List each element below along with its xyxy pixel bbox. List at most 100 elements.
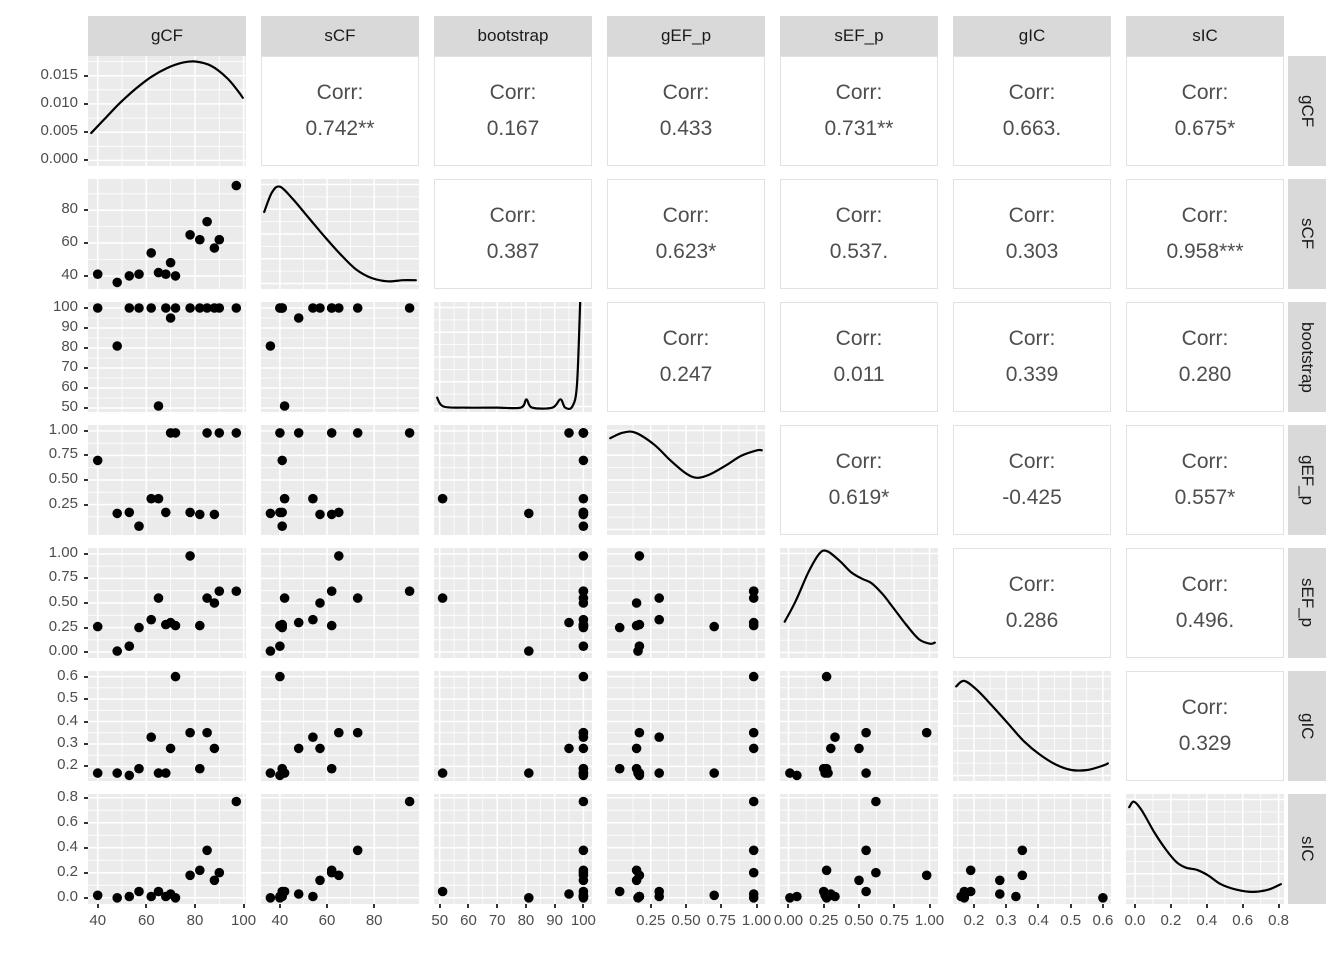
- x-tick-mark: [1277, 904, 1280, 908]
- scatter-point: [124, 303, 135, 313]
- panel-scatter-gEF_p-vs-gCF: [88, 425, 246, 535]
- panel-scatter-sEF_p-vs-gEF_p: [607, 548, 765, 658]
- corr-value: 0.537.: [829, 240, 889, 263]
- scatter-point: [153, 401, 164, 411]
- panel-density-gCF: [88, 56, 246, 166]
- scatter-point: [352, 593, 363, 603]
- scatter-point: [308, 303, 318, 313]
- corr-label: Corr:: [489, 81, 537, 105]
- scatter-point: [709, 768, 719, 778]
- y-tick-label: 0.015: [40, 65, 78, 83]
- panel-corr-gCF-sCF: Corr: 0.742**: [261, 56, 419, 166]
- panel-density-sIC-canvas: [1126, 794, 1284, 904]
- corr-label: Corr:: [489, 204, 537, 228]
- scatter-point: [352, 303, 363, 313]
- x-tick-mark: [685, 904, 687, 908]
- panel-density-gEF_p: [607, 425, 765, 535]
- x-tick-label: 100: [570, 912, 596, 929]
- y-tick-mark: [84, 552, 88, 555]
- corr-label: Corr:: [835, 327, 883, 351]
- y-tick-label: 60: [61, 378, 78, 395]
- x-tick-mark: [278, 904, 281, 908]
- scatter-point: [315, 598, 325, 608]
- scatter-point: [134, 521, 144, 531]
- panel-corr-sEF_p-sIC: Corr: 0.496.: [1126, 548, 1284, 658]
- y-tick-mark: [84, 131, 88, 134]
- y-tick-mark: [84, 429, 88, 432]
- scatter-point: [995, 889, 1005, 899]
- y-tick-label: 90: [61, 318, 78, 335]
- scatter-point: [631, 743, 642, 754]
- scatter-point: [275, 671, 285, 682]
- x-tick-mark: [438, 904, 441, 908]
- y-tick-mark: [84, 307, 88, 309]
- scatter-point: [578, 586, 589, 596]
- scatter-point: [170, 303, 181, 313]
- y-tick-mark: [84, 821, 88, 824]
- y-tick-mark: [84, 327, 88, 329]
- panel-density-sCF: [261, 179, 419, 289]
- scatter-point: [654, 614, 664, 625]
- y-tick-label: 0.2: [57, 756, 78, 774]
- panel-corr-gIC-sIC: Corr: 0.329: [1126, 671, 1284, 781]
- y-tick-label: 0.75: [48, 445, 78, 463]
- scatter-point: [631, 598, 642, 608]
- x-tick-label: 70: [488, 912, 506, 929]
- panel-corr-gCF-sEF_p: Corr: 0.731**: [780, 56, 938, 166]
- y-tick-label: 0.25: [48, 494, 78, 512]
- panel-scatter-sCF-vs-gCF: [88, 179, 246, 289]
- scatter-point: [214, 234, 225, 245]
- corr-value: 0.958***: [1166, 240, 1244, 263]
- scatter-point: [265, 341, 276, 351]
- scatter-point: [92, 303, 103, 313]
- scatter-point: [315, 509, 325, 520]
- y-tick-mark: [84, 602, 88, 604]
- scatter-point: [209, 243, 220, 253]
- scatter-point: [209, 598, 220, 608]
- panel-scatter-gIC-vs-gCF: [88, 671, 246, 781]
- panel-density-sIC: [1126, 794, 1284, 904]
- scatter-point: [634, 641, 645, 651]
- scatter-point: [275, 893, 285, 903]
- scatter-point: [165, 313, 176, 323]
- corr-value: 0.496.: [1175, 609, 1235, 632]
- scatter-point: [578, 763, 589, 774]
- corr-label: Corr:: [662, 204, 710, 228]
- panel-corr-gEF_p-gIC: Corr: -0.425: [953, 425, 1111, 535]
- scatter-point: [112, 646, 122, 656]
- scatter-point: [134, 303, 144, 313]
- corr-label: Corr:: [1008, 450, 1056, 474]
- panel-corr-gCF-gIC: Corr: 0.663.: [953, 56, 1111, 166]
- scatter-point: [195, 509, 205, 520]
- corr-value: 0.675*: [1174, 117, 1236, 140]
- row-strip-gIC: gIC: [1288, 671, 1326, 781]
- x-tick-label: 0.4: [1196, 912, 1218, 929]
- panel-scatter-sEF_p-vs-gEF_p-canvas: [607, 548, 765, 658]
- row-strip-sEF_p: sEF_p: [1288, 548, 1326, 658]
- x-tick-label: 0.00: [773, 912, 804, 929]
- scatter-point: [352, 727, 363, 738]
- scatter-point: [748, 593, 759, 603]
- scatter-point: [202, 303, 212, 313]
- scatter-point: [265, 893, 276, 903]
- panel-density-gEF_p-canvas: [607, 425, 765, 535]
- y-tick-mark: [84, 454, 88, 457]
- scatter-point: [279, 401, 290, 411]
- scatter-point: [161, 303, 171, 313]
- scatter-point: [202, 727, 212, 738]
- y-tick-label: 0.010: [40, 93, 78, 111]
- scatter-point: [830, 732, 840, 742]
- panel-corr-bootstrap-gEF_p: Corr: 0.247: [607, 302, 765, 412]
- x-tick-label: 0.4: [1028, 912, 1049, 929]
- corr-label: Corr:: [1008, 573, 1056, 597]
- scatter-point: [214, 303, 225, 313]
- scatter-point: [308, 732, 318, 742]
- column-strip-sEF_p: sEF_p: [780, 16, 938, 56]
- scatter-point: [293, 313, 304, 323]
- y-tick-label: 0.000: [40, 150, 78, 168]
- scatter-point: [404, 796, 415, 807]
- panel-corr-gCF-sIC: Corr: 0.675*: [1126, 56, 1284, 166]
- scatter-point: [854, 743, 864, 754]
- scatter-point: [153, 493, 164, 504]
- y-tick-label: 0.25: [48, 617, 78, 635]
